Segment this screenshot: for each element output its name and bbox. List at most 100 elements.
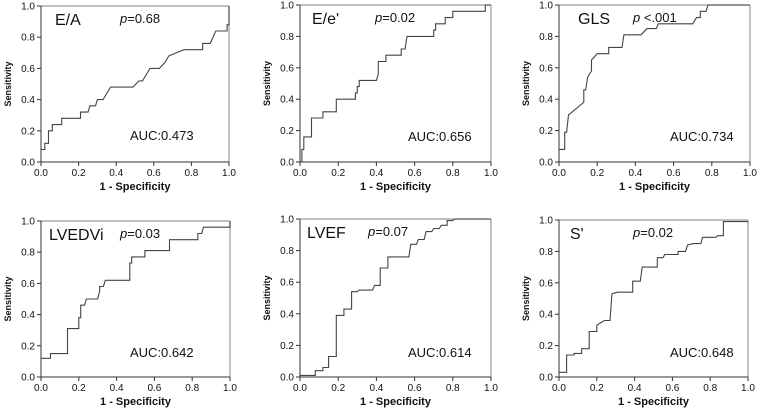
roc-panel-6: 0.0 0.2 0.4 0.6 0.8 1.0 0.0 0.2 0.4 0.6 0.8 1.0 1 - … (521, 216, 755, 409)
y-tick-label: 0.6 (280, 278, 294, 289)
y-axis-title: Sensitivity (521, 61, 531, 106)
y-tick-label: 0.6 (539, 63, 553, 74)
x-tick-label: 0.8 (185, 383, 199, 394)
panel-title: LVEF (307, 225, 346, 242)
x-tick-label: 0.2 (72, 168, 86, 179)
y-tick-label: 0.8 (280, 246, 294, 257)
x-tick-label: 0.4 (628, 168, 642, 179)
roc-curve (558, 4, 750, 162)
x-axis-title: 1 - Specificity (100, 181, 172, 193)
x-tick-label: 0.2 (72, 383, 86, 394)
panel-title: E/e' (312, 11, 339, 28)
p-value-label: p=0.07 (367, 224, 408, 239)
y-tick-label: 1.0 (539, 1, 553, 12)
x-tick-label: 0.8 (446, 168, 460, 179)
y-tick-label: 0.4 (280, 309, 294, 320)
x-tick-label: 0.2 (331, 383, 345, 394)
y-tick-label: 0.4 (21, 310, 35, 321)
y-tick-label: 1.0 (21, 217, 35, 228)
x-axis-title: 1 - Specificity (619, 181, 691, 193)
roc-panel-4: 0.0 0.2 0.4 0.6 0.8 1.0 0.0 0.2 0.4 0.6 0.8 1.0 1 - … (3, 217, 237, 409)
y-axis-title: Sensitivity (262, 61, 272, 106)
y-tick-label: 0.8 (280, 32, 294, 43)
panel-title: GLS (578, 11, 610, 28)
y-tick-label: 0.4 (21, 95, 35, 106)
roc-curve (301, 4, 491, 162)
x-tick-label: 0.0 (293, 168, 307, 179)
y-tick-label: 0.2 (21, 126, 35, 137)
p-value-label: p=0.03 (119, 226, 160, 241)
y-tick-label: 0.8 (539, 32, 553, 43)
x-tick-label: 0.4 (109, 168, 123, 179)
roc-curve (40, 6, 230, 162)
y-tick-label: 0.4 (539, 310, 553, 321)
x-axis-title: 1 - Specificity (360, 396, 432, 408)
y-tick-label: 0.0 (539, 158, 553, 169)
x-tick-label: 0.0 (552, 168, 566, 179)
roc-panel-5: 0.0 0.2 0.4 0.6 0.8 1.0 0.0 0.2 0.4 0.6 0.8 1.0 1 - … (262, 215, 498, 409)
x-tick-label: 0.6 (147, 168, 161, 179)
x-tick-label: 0.0 (34, 168, 48, 179)
x-tick-label: 0.6 (147, 383, 161, 394)
x-tick-label: 0.8 (703, 383, 717, 394)
y-tick-label: 0.4 (539, 95, 553, 106)
y-tick-label: 0.8 (21, 33, 35, 44)
roc-panel-1: 0.0 0.2 0.4 0.6 0.8 1.0 0.0 0.2 0.4 0.6 0.8 1.0 1 - … (3, 2, 236, 194)
auc-label: AUC:0.614 (408, 345, 472, 360)
p-value-label: p <.001 (632, 10, 677, 25)
x-tick-label: 0.8 (184, 168, 198, 179)
x-tick-label: 0.4 (369, 168, 383, 179)
x-tick-label: 0.2 (590, 383, 604, 394)
x-tick-label: 0.6 (408, 168, 422, 179)
y-tick-label: 0.0 (539, 373, 553, 384)
x-tick-label: 0.6 (667, 168, 681, 179)
y-tick-label: 1.0 (21, 2, 35, 13)
panel-title: E/A (55, 12, 81, 29)
y-axis-title: Sensitivity (3, 61, 13, 106)
auc-label: AUC:0.642 (130, 345, 194, 360)
p-value-label: p=0.68 (119, 11, 160, 26)
roc-curve (558, 221, 748, 377)
roc-curve (40, 221, 231, 377)
x-tick-label: 1.0 (222, 168, 236, 179)
x-tick-label: 1.0 (484, 168, 498, 179)
x-tick-label: 0.2 (590, 168, 604, 179)
x-axis-title: 1 - Specificity (360, 181, 432, 193)
x-axis-title: 1 - Specificity (618, 396, 690, 408)
y-tick-label: 0.8 (539, 247, 553, 258)
y-tick-label: 1.0 (280, 1, 294, 12)
y-tick-label: 0.0 (280, 373, 294, 384)
x-tick-label: 0.4 (628, 383, 642, 394)
y-axis-title: Sensitivity (3, 276, 13, 321)
y-tick-label: 0.6 (539, 278, 553, 289)
x-tick-label: 0.0 (552, 383, 566, 394)
x-tick-label: 0.0 (34, 383, 48, 394)
y-axis-title: Sensitivity (521, 276, 531, 321)
auc-label: AUC:0.734 (670, 129, 734, 144)
y-tick-label: 0.8 (21, 248, 35, 259)
y-tick-label: 0.6 (21, 64, 35, 75)
x-tick-label: 1.0 (743, 168, 757, 179)
x-tick-label: 1.0 (484, 383, 498, 394)
roc-panel-2: 0.0 0.2 0.4 0.6 0.8 1.0 0.0 0.2 0.4 0.6 0.8 1.0 1 - … (262, 1, 498, 194)
roc-curve (300, 218, 491, 376)
p-value-label: p=0.02 (632, 225, 673, 240)
y-tick-label: 0.6 (280, 63, 294, 74)
y-tick-label: 0.6 (21, 279, 35, 290)
x-tick-label: 1.0 (741, 383, 755, 394)
y-tick-label: 0.2 (539, 126, 553, 137)
panel-title: S' (570, 226, 584, 243)
x-axis-title: 1 - Specificity (100, 396, 172, 408)
x-tick-label: 0.0 (293, 383, 307, 394)
p-value-label: p=0.02 (374, 10, 415, 25)
y-tick-label: 0.0 (280, 158, 294, 169)
y-tick-label: 0.4 (280, 95, 294, 106)
y-tick-label: 0.0 (21, 373, 35, 384)
y-tick-label: 0.2 (539, 341, 553, 352)
panel-title: LVEDVi (49, 227, 104, 244)
auc-label: AUC:0.648 (670, 345, 734, 360)
x-tick-label: 0.8 (446, 383, 460, 394)
x-tick-label: 0.4 (110, 383, 124, 394)
x-tick-label: 1.0 (223, 383, 237, 394)
